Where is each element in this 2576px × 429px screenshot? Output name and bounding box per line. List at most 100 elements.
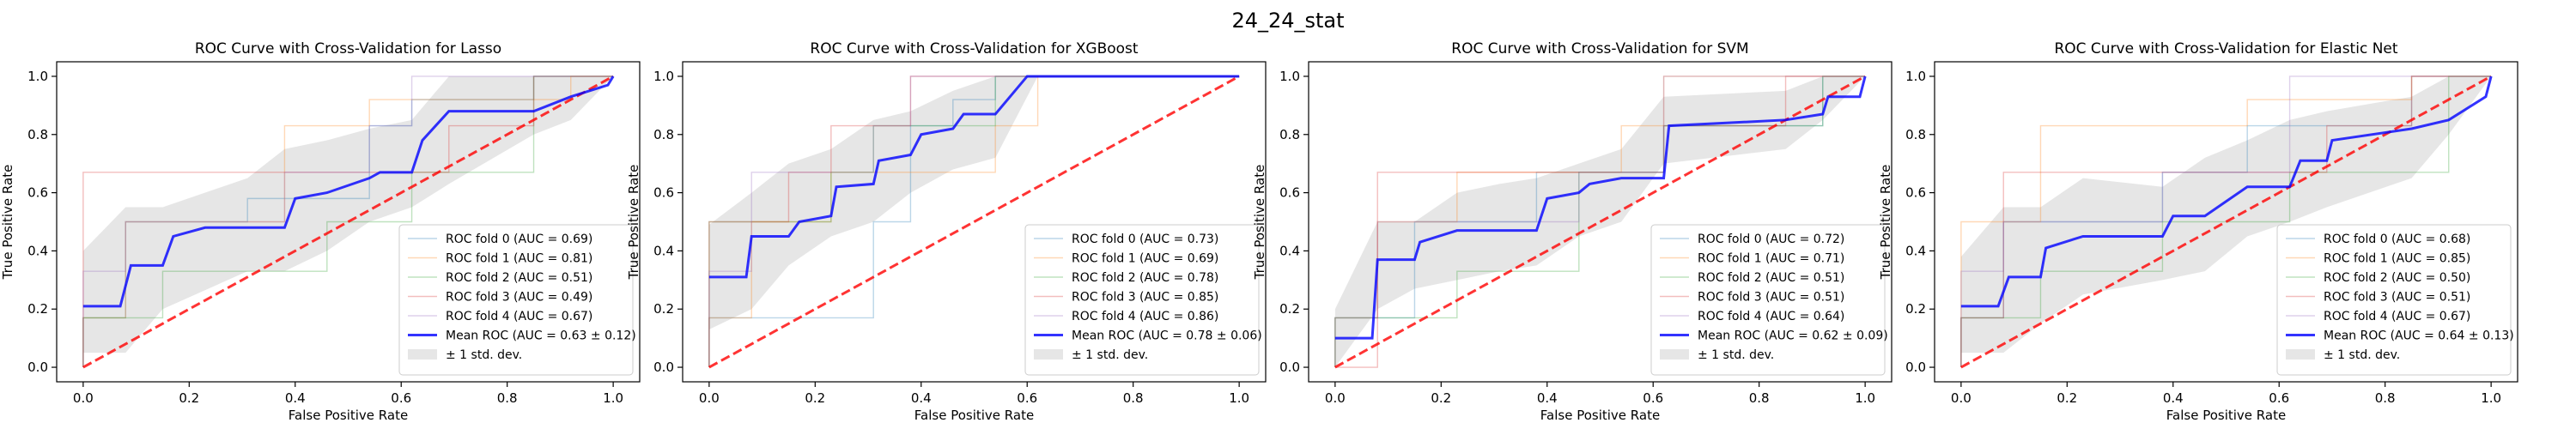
legend-entry: ROC fold 0 (AUC = 0.68) (2324, 233, 2470, 246)
x-tick-label: 0.6 (2269, 390, 2289, 406)
chance-diagonal (82, 75, 614, 369)
x-tick-label: 0.4 (911, 390, 932, 406)
x-tick-label: 1.0 (603, 390, 623, 406)
std-band (1960, 76, 2492, 353)
legend-entry: ROC fold 4 (AUC = 0.67) (446, 310, 592, 323)
roc-fold-4-line (1960, 76, 2492, 368)
mean-roc-line (82, 76, 615, 308)
x-tick-label: 0.8 (1749, 390, 1770, 406)
x-axis-label: False Positive Rate (1540, 408, 1660, 423)
roc-fold-1-line (1960, 76, 2492, 368)
legend-entry: ROC fold 4 (AUC = 0.64) (1698, 310, 1844, 323)
x-tick-label: 0.8 (497, 390, 518, 406)
y-tick-label: 0.6 (27, 185, 48, 201)
legend-entry: ROC fold 0 (AUC = 0.72) (1698, 233, 1844, 246)
x-tick-label: 0.8 (2375, 390, 2396, 406)
legend-entry: ROC fold 1 (AUC = 0.71) (1698, 252, 1844, 266)
y-tick-label: 0.4 (1905, 243, 1926, 258)
roc-fold-2-line (82, 76, 614, 368)
legend-entry: ± 1 std. dev. (446, 348, 522, 362)
chart-panel-1: ROC Curve with Cross-Validation for XGBo… (626, 40, 1267, 423)
legend-box (1024, 224, 1260, 376)
x-tick-label: 0.0 (1951, 390, 1971, 406)
mean-roc-line (1334, 76, 1867, 340)
y-tick-label: 0.2 (1279, 301, 1300, 317)
legend: ROC fold 0 (AUC = 0.68) ROC fold 1 (AUC =… (2276, 224, 2514, 376)
chart-panel-3: ROC Curve with Cross-Validation for Elas… (1878, 40, 2518, 423)
legend: ROC fold 0 (AUC = 0.72) ROC fold 1 (AUC =… (1650, 224, 1888, 376)
chart-title: ROC Curve with Cross-Validation for Lass… (195, 40, 501, 57)
plot-frame (682, 61, 1267, 383)
y-tick-label: 0.4 (27, 243, 48, 258)
x-tick-label: 0.0 (1325, 390, 1346, 406)
legend-entry: ROC fold 4 (AUC = 0.67) (2324, 310, 2470, 323)
y-tick-label: 0.6 (1905, 185, 1926, 201)
legend-entry: ROC fold 3 (AUC = 0.85) (1072, 291, 1218, 305)
legend-entry: ROC fold 1 (AUC = 0.69) (1072, 252, 1218, 266)
legend-entry: ± 1 std. dev. (1072, 348, 1148, 362)
x-tick-label: 1.0 (1229, 390, 1249, 406)
y-tick-label: 0.8 (27, 127, 48, 142)
y-tick-label: 1.0 (27, 69, 48, 84)
legend: ROC fold 0 (AUC = 0.69) ROC fold 1 (AUC =… (398, 224, 636, 376)
x-tick-label: 0.2 (179, 390, 199, 406)
legend-entry: ROC fold 1 (AUC = 0.85) (2324, 252, 2470, 266)
y-tick-label: 0.0 (653, 360, 674, 375)
y-axis-label: True Positive Rate (1878, 165, 1893, 281)
chart-title: ROC Curve with Cross-Validation for XGBo… (810, 40, 1139, 57)
y-tick-label: 1.0 (1279, 69, 1300, 84)
plot-frame (1934, 61, 2518, 383)
y-tick-label: 0.0 (1279, 360, 1300, 375)
legend-entry: ROC fold 2 (AUC = 0.50) (2324, 271, 2470, 285)
legend-swatch-std-band (1034, 349, 1063, 360)
y-tick-label: 0.8 (1905, 127, 1926, 142)
legend-entry: ± 1 std. dev. (2324, 348, 2400, 362)
legend-box (2276, 224, 2512, 376)
x-tick-label: 0.2 (2057, 390, 2077, 406)
std-band (82, 76, 614, 353)
legend-entry: ROC fold 4 (AUC = 0.86) (1072, 310, 1218, 323)
chart-panel-0: ROC Curve with Cross-Validation for Lass… (0, 40, 641, 423)
legend-box (398, 224, 634, 376)
legend-swatch-std-band (1660, 349, 1689, 360)
x-axis-label: False Positive Rate (914, 408, 1034, 423)
legend-swatch-std-band (408, 349, 437, 360)
roc-fold-0-line (1960, 76, 2492, 368)
legend-entry: ROC fold 1 (AUC = 0.81) (446, 252, 592, 266)
legend-entry: ROC fold 2 (AUC = 0.78) (1072, 271, 1218, 285)
roc-fold-2-line (708, 76, 1240, 368)
mean-roc-line (1960, 76, 2493, 308)
chart-panels: ROC Curve with Cross-Validation for Lass… (0, 40, 2518, 423)
y-tick-label: 0.2 (653, 301, 674, 317)
x-tick-label: 0.6 (1643, 390, 1663, 406)
plot-frame (56, 61, 641, 383)
legend-entry: Mean ROC (AUC = 0.64 ± 0.13) (2324, 329, 2514, 343)
roc-fold-0-line (708, 76, 1240, 368)
y-axis-label: True Positive Rate (1252, 165, 1267, 281)
legend-entry: ROC fold 2 (AUC = 0.51) (446, 271, 592, 285)
y-tick-label: 0.8 (1279, 127, 1300, 142)
roc-fold-3-line (1334, 76, 1866, 368)
roc-fold-1-line (708, 76, 1240, 368)
x-tick-label: 0.6 (391, 390, 411, 406)
chart-title: ROC Curve with Cross-Validation for SVM (1451, 40, 1748, 57)
legend-entry: ± 1 std. dev. (1698, 348, 1774, 362)
legend-entry: Mean ROC (AUC = 0.63 ± 0.12) (446, 329, 636, 343)
legend-swatch-std-band (2286, 349, 2315, 360)
roc-fold-4-line (708, 76, 1240, 368)
y-tick-label: 0.0 (1905, 360, 1926, 375)
x-tick-label: 0.4 (1537, 390, 1558, 406)
x-axis-label: False Positive Rate (289, 408, 408, 423)
x-tick-label: 1.0 (2481, 390, 2501, 406)
roc-fold-4-line (82, 76, 614, 368)
roc-fold-2-line (1960, 76, 2492, 368)
x-tick-label: 0.6 (1017, 390, 1037, 406)
x-tick-label: 1.0 (1855, 390, 1875, 406)
roc-fold-3-line (82, 76, 614, 368)
plot-frame (1308, 61, 1893, 383)
roc-fold-0-line (82, 76, 614, 368)
roc-fold-1-line (82, 76, 614, 368)
y-tick-label: 0.2 (1905, 301, 1926, 317)
x-tick-label: 0.0 (73, 390, 94, 406)
